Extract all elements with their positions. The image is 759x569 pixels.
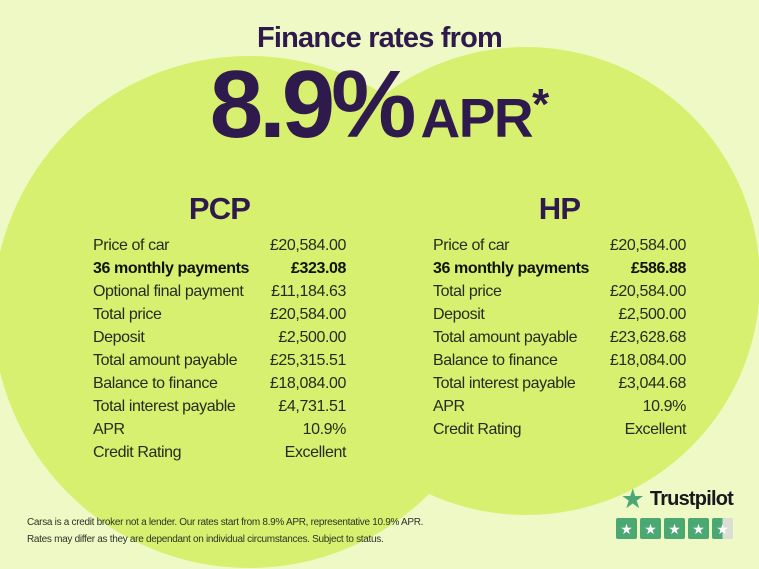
- table-row: APR 10.9%: [93, 418, 346, 441]
- row-value: 10.9%: [302, 421, 347, 438]
- row-label: Total interest payable: [433, 375, 576, 392]
- trustpilot-logo: ★ Trustpilot: [616, 484, 734, 514]
- row-value: Excellent: [624, 421, 687, 438]
- disclaimer-line-2: Rates may differ as they are dependant o…: [27, 534, 384, 545]
- trustpilot-badge[interactable]: ★ Trustpilot ★ ★ ★ ★ ★: [616, 484, 734, 539]
- rate-asterisk: *: [532, 80, 550, 129]
- row-label: Balance to finance: [93, 375, 218, 392]
- pcp-rows: Price of car £20,584.00 36 monthly payme…: [93, 234, 346, 464]
- table-row: 36 monthly payments £323.08: [93, 257, 346, 280]
- row-label: Balance to finance: [433, 352, 558, 369]
- star-icon: ★: [620, 520, 633, 537]
- row-value: £2,500.00: [618, 306, 686, 323]
- row-label: Price of car: [433, 237, 510, 254]
- table-row: Credit Rating Excellent: [433, 418, 686, 441]
- table-row: Total price £20,584.00: [433, 280, 686, 303]
- row-label: Total price: [433, 283, 502, 300]
- row-value: £323.08: [290, 260, 346, 277]
- row-label: Total amount payable: [433, 329, 578, 346]
- row-value: £20,584.00: [269, 306, 346, 323]
- table-row: Price of car £20,584.00: [93, 234, 346, 257]
- table-row: Deposit £2,500.00: [93, 326, 346, 349]
- disclaimer-line-1: Carsa is a credit broker not a lender. O…: [27, 517, 424, 528]
- row-label: 36 monthly payments: [93, 260, 250, 277]
- row-value: 10.9%: [642, 398, 687, 415]
- star-icon: ★: [644, 520, 657, 537]
- hp-rows: Price of car £20,584.00 36 monthly payme…: [433, 234, 686, 441]
- pcp-finance-table: PCP Price of car £20,584.00 36 monthly p…: [93, 192, 346, 464]
- row-label: Deposit: [433, 306, 485, 323]
- table-row: Total amount payable £23,628.68: [433, 326, 686, 349]
- row-value: £25,315.51: [269, 352, 346, 369]
- row-value: £20,584.00: [269, 237, 346, 254]
- row-value: £23,628.68: [609, 329, 686, 346]
- row-label: APR: [433, 398, 465, 415]
- row-label: Total interest payable: [93, 398, 236, 415]
- table-row: Balance to finance £18,084.00: [433, 349, 686, 372]
- table-row: Credit Rating Excellent: [93, 441, 346, 464]
- star-box-full-icon: ★: [640, 518, 661, 539]
- headline-rate: 8.9% APR *: [0, 57, 759, 153]
- row-value: £2,500.00: [278, 329, 346, 346]
- row-value: £20,584.00: [609, 283, 686, 300]
- pcp-heading: PCP: [188, 191, 251, 226]
- banner-title: Finance rates from: [256, 22, 503, 54]
- row-value: £11,184.63: [271, 283, 346, 300]
- row-label: APR: [93, 421, 125, 438]
- row-value: £20,584.00: [609, 237, 686, 254]
- row-value: £586.88: [630, 260, 686, 277]
- legal-disclaimer: Carsa is a credit broker not a lender. O…: [27, 514, 423, 548]
- star-icon: ★: [692, 520, 705, 537]
- row-value: £18,084.00: [269, 375, 346, 392]
- rate-value: 8.9%: [209, 51, 417, 158]
- table-row: Balance to finance £18,084.00: [93, 372, 346, 395]
- row-label: Total amount payable: [93, 352, 238, 369]
- trustpilot-rating-4-5-stars: ★ ★ ★ ★ ★: [616, 518, 733, 539]
- star-box-half-icon: ★: [712, 518, 733, 539]
- table-row: Deposit £2,500.00: [433, 303, 686, 326]
- star-box-full-icon: ★: [664, 518, 685, 539]
- table-row: Total interest payable £4,731.51: [93, 395, 346, 418]
- row-label: Price of car: [93, 237, 170, 254]
- row-value: £18,084.00: [609, 352, 686, 369]
- table-row: Price of car £20,584.00: [433, 234, 686, 257]
- row-label: Optional final payment: [93, 283, 244, 300]
- table-row: Total price £20,584.00: [93, 303, 346, 326]
- star-box-full-icon: ★: [688, 518, 709, 539]
- star-icon: ★: [668, 520, 681, 537]
- table-row: APR 10.9%: [433, 395, 686, 418]
- row-label: Total price: [93, 306, 162, 323]
- row-value: £4,731.51: [278, 398, 346, 415]
- table-row: 36 monthly payments £586.88: [433, 257, 686, 280]
- rate-suffix: APR: [420, 87, 534, 149]
- table-row: Total amount payable £25,315.51: [93, 349, 346, 372]
- trustpilot-star-icon: ★: [620, 484, 645, 514]
- hp-finance-table: HP Price of car £20,584.00 36 monthly pa…: [433, 192, 686, 441]
- table-row: Optional final payment £11,184.63: [93, 280, 346, 303]
- background-circle-right: [292, 47, 759, 515]
- trustpilot-wordmark: Trustpilot: [649, 487, 734, 510]
- row-value: Excellent: [284, 444, 347, 461]
- row-value: £3,044.68: [618, 375, 686, 392]
- table-row: Total interest payable £3,044.68: [433, 372, 686, 395]
- row-label: Deposit: [93, 329, 145, 346]
- row-label: Credit Rating: [433, 421, 522, 438]
- row-label: 36 monthly payments: [433, 260, 590, 277]
- star-box-full-icon: ★: [616, 518, 637, 539]
- star-icon: ★: [716, 520, 729, 537]
- row-label: Credit Rating: [93, 444, 182, 461]
- hp-heading: HP: [538, 191, 581, 226]
